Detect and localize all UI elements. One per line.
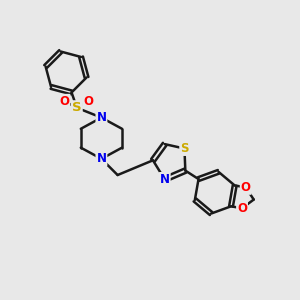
- Text: N: N: [96, 111, 106, 124]
- Text: O: O: [59, 95, 70, 108]
- Text: O: O: [237, 202, 247, 215]
- Text: S: S: [72, 101, 82, 114]
- Text: N: N: [160, 173, 170, 186]
- Text: S: S: [180, 142, 189, 155]
- Text: O: O: [241, 181, 251, 194]
- Text: O: O: [83, 95, 93, 108]
- Text: N: N: [96, 152, 106, 165]
